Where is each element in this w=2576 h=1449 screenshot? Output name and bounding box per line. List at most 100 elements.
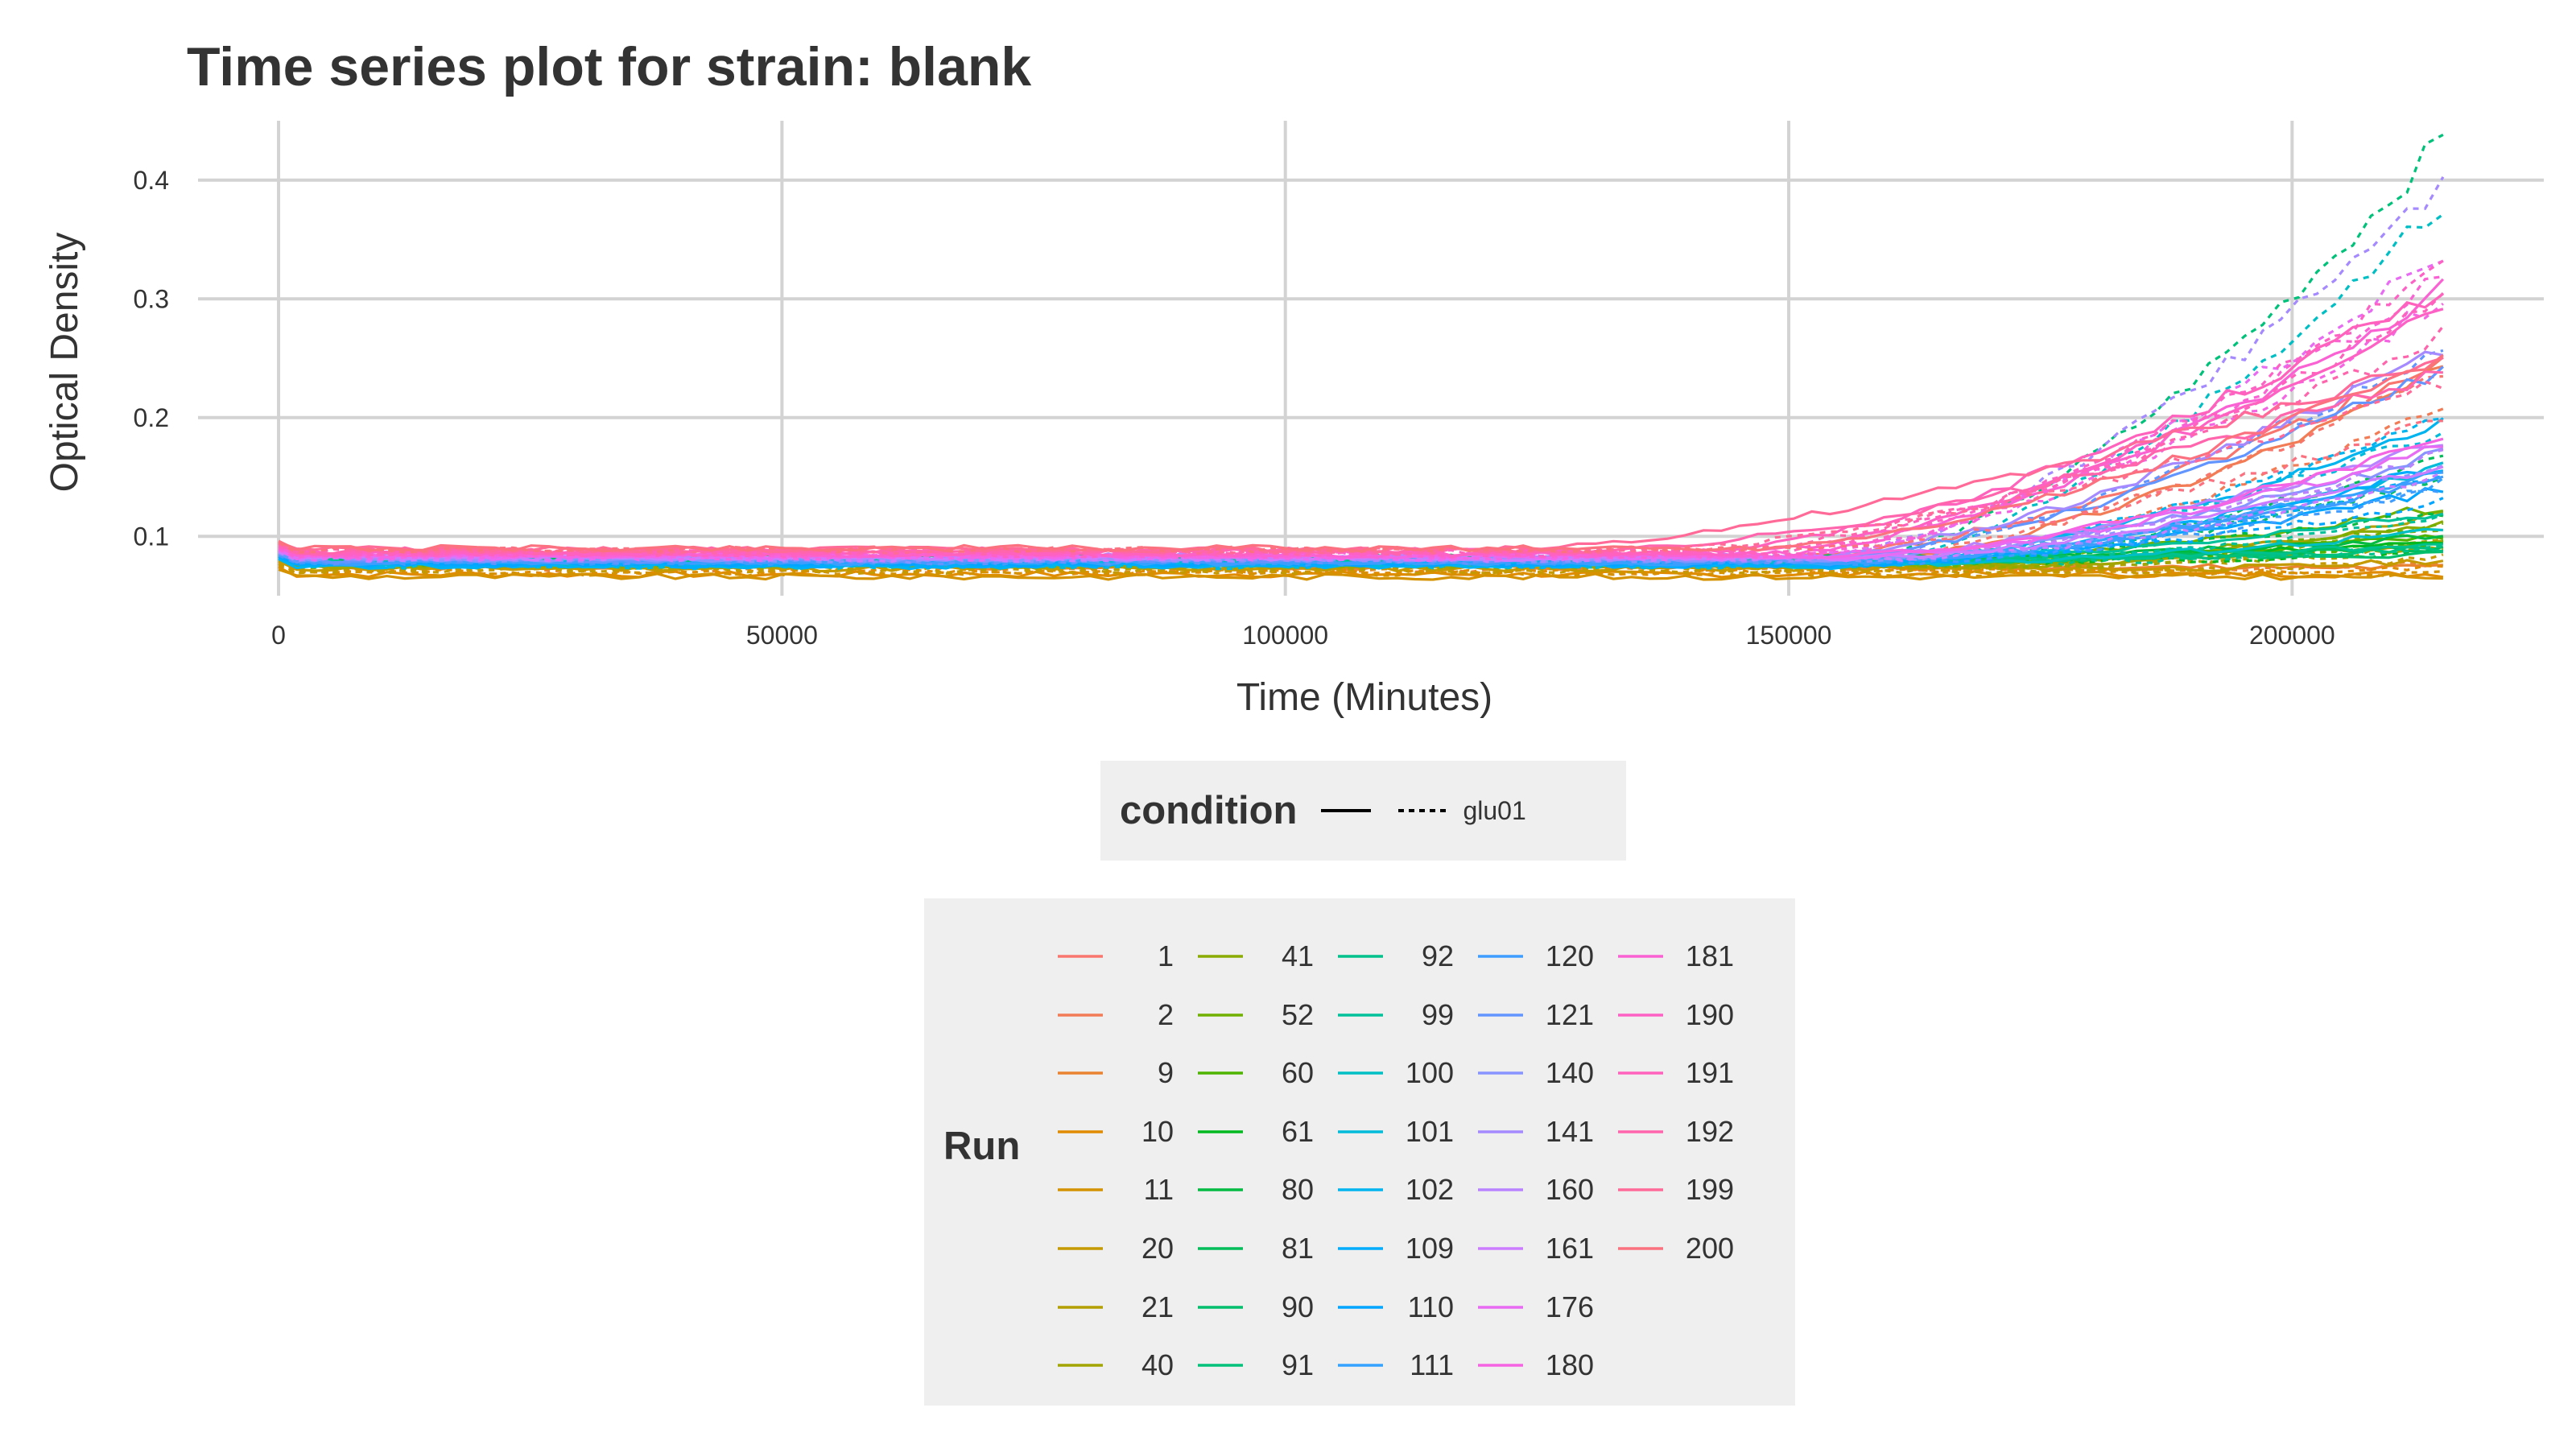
condition-key-solid	[1318, 796, 1374, 826]
series-line-121-glu01	[278, 349, 2444, 566]
run-legend-swatch	[1478, 1071, 1523, 1075]
run-legend-swatch	[1338, 955, 1383, 958]
condition-key-label: glu01	[1463, 795, 1526, 825]
run-legend-swatch	[1198, 1247, 1243, 1250]
run-legend-item: 2	[1056, 986, 1174, 1044]
run-legend-label: 92	[1421, 939, 1454, 972]
run-legend-swatch	[1058, 1305, 1103, 1309]
series-line-190-glu01	[278, 259, 2444, 559]
series-line-199-glu01	[278, 380, 2444, 555]
run-legend-swatch	[1058, 1247, 1103, 1250]
run-legend-item: 91	[1196, 1336, 1314, 1394]
run-legend-swatch	[1058, 955, 1103, 958]
run-legend-item: 120	[1476, 927, 1594, 985]
run-legend-item: 192	[1616, 1103, 1734, 1161]
run-legend-swatch	[1058, 1013, 1103, 1017]
run-legend-label: 2	[1157, 997, 1174, 1031]
run-legend-swatch	[1058, 1364, 1103, 1367]
run-legend-item: 110	[1336, 1278, 1454, 1336]
run-legend-swatch	[1058, 1130, 1103, 1133]
run-legend-label: 101	[1405, 1114, 1454, 1148]
run-legend-item: 61	[1196, 1103, 1314, 1161]
series-line-100-glu01	[278, 213, 2444, 569]
x-tick-label: 0	[271, 621, 286, 650]
run-legend-swatch	[1338, 1364, 1383, 1367]
run-legend-label: 21	[1141, 1290, 1174, 1323]
run-legend-item: 100	[1336, 1044, 1454, 1102]
run-legend-item: 11	[1056, 1161, 1174, 1219]
condition-legend-keys: glu01	[1297, 795, 1526, 826]
run-legend-item: 90	[1196, 1278, 1314, 1336]
run-legend-swatch	[1478, 1130, 1523, 1133]
run-legend-item: 1	[1056, 927, 1174, 985]
run-legend-item: 9	[1056, 1044, 1174, 1102]
run-legend-swatch	[1618, 1071, 1663, 1075]
run-legend-swatch	[1478, 1188, 1523, 1192]
run-legend-label: 52	[1281, 997, 1314, 1031]
condition-legend: condition glu01	[1100, 761, 1626, 861]
run-legend-label: 91	[1281, 1348, 1314, 1382]
run-legend-label: 180	[1545, 1348, 1594, 1382]
run-legend-item: 60	[1196, 1044, 1314, 1102]
chart-title: Time series plot for strain: blank	[187, 36, 1031, 97]
run-legend-item: 190	[1616, 986, 1734, 1044]
run-legend-item: 200	[1616, 1220, 1734, 1278]
run-legend-label: 60	[1281, 1056, 1314, 1090]
run-legend-item: 160	[1476, 1161, 1594, 1219]
run-legend-swatch	[1478, 955, 1523, 958]
run-legend-swatch	[1618, 955, 1663, 958]
run-legend-swatch	[1618, 1247, 1663, 1250]
run-legend-label: 191	[1685, 1056, 1734, 1090]
run-legend-swatch	[1478, 1247, 1523, 1250]
run-legend-item: 111	[1336, 1336, 1454, 1394]
run-legend-label: 200	[1685, 1232, 1734, 1265]
run-legend-label: 99	[1421, 997, 1454, 1031]
run-legend-item: 41	[1196, 927, 1314, 985]
x-tick-label: 150000	[1746, 621, 1832, 650]
run-legend-label: 41	[1281, 939, 1314, 972]
series-line-120-glu01	[278, 488, 2444, 567]
run-legend-item: 161	[1476, 1220, 1594, 1278]
run-legend-label: 160	[1545, 1173, 1594, 1207]
series-line-176-glu01	[278, 259, 2444, 563]
run-legend-label: 111	[1410, 1348, 1454, 1382]
run-legend-label: 90	[1281, 1290, 1314, 1323]
series-line-191-glu01	[278, 291, 2445, 558]
run-legend-item: 102	[1336, 1161, 1454, 1219]
run-legend-item: 140	[1476, 1044, 1594, 1102]
run-legend-item: 10	[1056, 1103, 1174, 1161]
run-legend-swatch	[1618, 1013, 1663, 1017]
x-tick-label: 100000	[1242, 621, 1328, 650]
run-legend-swatch	[1338, 1013, 1383, 1017]
y-tick-label: 0.3	[134, 284, 169, 313]
series-line-141-glu01	[278, 176, 2445, 564]
run-legend-label: 102	[1405, 1173, 1454, 1207]
gridlines	[198, 121, 2544, 596]
run-legend-label: 121	[1545, 997, 1594, 1031]
run-legend-item: 80	[1196, 1161, 1314, 1219]
run-legend: Run 1 2 9 10 11 20 21 40 41 52 60 61 80 81 90 91 92 99 100…	[924, 898, 1795, 1406]
run-legend-swatch	[1478, 1364, 1523, 1367]
run-legend-item: 141	[1476, 1103, 1594, 1161]
run-legend-item: 20	[1056, 1220, 1174, 1278]
y-axis-label: Optical Density	[43, 233, 86, 493]
run-legend-item: 99	[1336, 986, 1454, 1044]
time-series-chart: Time series plot for strain: blank 0 5000…	[43, 36, 2544, 719]
run-legend-label: 100	[1405, 1056, 1454, 1090]
run-legend-label: 176	[1545, 1290, 1594, 1323]
x-axis-label: Time (Minutes)	[1236, 676, 1492, 719]
run-legend-label: 61	[1281, 1114, 1314, 1148]
condition-key-swatch	[1398, 809, 1449, 812]
run-legend-swatch	[1338, 1305, 1383, 1309]
run-legend-swatch	[1198, 1130, 1243, 1133]
run-legend-item: 109	[1336, 1220, 1454, 1278]
run-legend-label: 80	[1281, 1173, 1314, 1207]
series-line-11-glu01	[278, 564, 2443, 578]
run-legend-items: 1 2 9 10 11 20 21 40 41 52 60 61 80 81 90 91 92 99 100 101 1…	[1056, 927, 1781, 1394]
run-legend-label: 81	[1281, 1232, 1314, 1265]
run-legend-swatch	[1338, 1071, 1383, 1075]
run-legend-swatch	[1058, 1188, 1103, 1192]
run-legend-swatch	[1478, 1305, 1523, 1309]
run-legend-swatch	[1198, 1364, 1243, 1367]
run-legend-label: 120	[1545, 939, 1594, 972]
